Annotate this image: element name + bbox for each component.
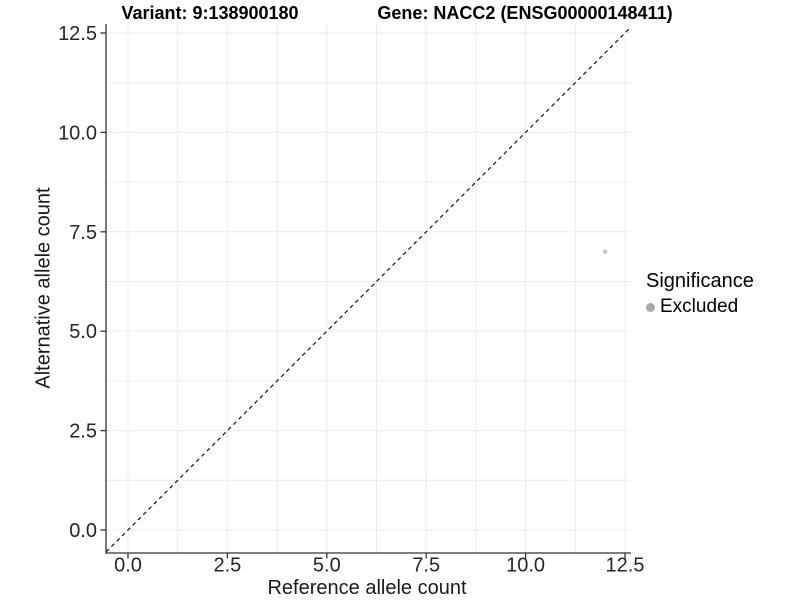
svg-text:12.5: 12.5	[58, 23, 97, 45]
svg-text:10.0: 10.0	[58, 122, 97, 144]
svg-text:5.0: 5.0	[313, 555, 341, 577]
svg-text:0.0: 0.0	[114, 555, 142, 577]
legend-item-excluded: Excluded	[646, 296, 754, 318]
legend: Significance Excluded	[646, 270, 754, 318]
svg-text:7.5: 7.5	[412, 555, 440, 577]
legend-item-label: Excluded	[660, 296, 739, 317]
y-axis-label: Alternative allele count	[32, 187, 55, 389]
x-axis-label: Reference allele count	[267, 577, 467, 599]
svg-text:7.5: 7.5	[69, 222, 97, 244]
svg-text:2.5: 2.5	[69, 421, 97, 443]
legend-title: Significance	[646, 270, 754, 292]
plot-title-variant: Variant: 9:138900180	[121, 3, 299, 23]
svg-text:10.0: 10.0	[506, 555, 545, 577]
svg-text:0.0: 0.0	[69, 520, 97, 542]
svg-text:5.0: 5.0	[69, 321, 97, 343]
legend-point-icon	[646, 302, 655, 312]
svg-text:2.5: 2.5	[213, 555, 241, 577]
svg-text:12.5: 12.5	[606, 555, 645, 577]
plot-title-gene: Gene: NACC2 (ENSG00000148411)	[377, 3, 673, 23]
